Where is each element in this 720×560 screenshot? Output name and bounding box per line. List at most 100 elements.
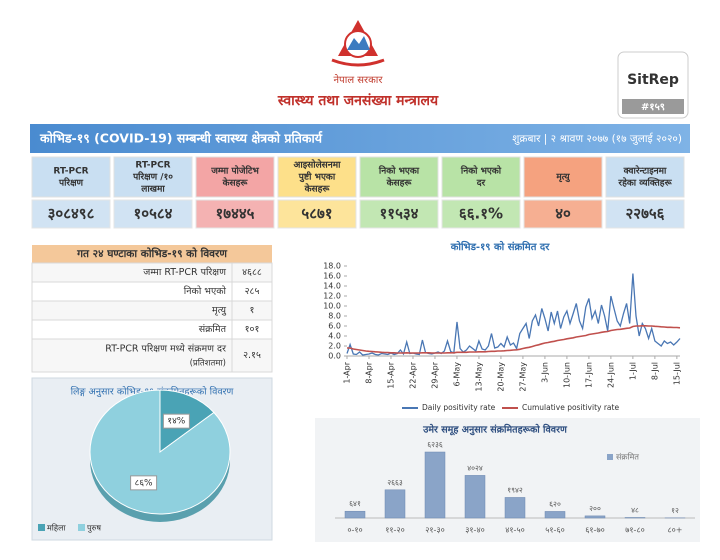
stat-label: क्वारेन्टाइनमा [623,165,667,177]
y-tick-label: 0.0 [328,352,341,361]
stat-label: RT-PCR [135,161,170,171]
y-tick-label: 4.0 [328,332,341,341]
y-tick-label: 2.0 [328,342,341,351]
stat-label: लाखमा [140,185,165,195]
bar-value-label: ४८ [631,505,639,514]
sitrep-label: SitRep [627,72,679,88]
legend-swatch [78,524,85,531]
x-tick-label: ४१-५० [505,526,525,535]
bar [625,517,645,518]
legend-label: Cumulative positivity rate [522,403,619,412]
bar-value-label: २०० [589,504,601,513]
x-tick-label: ७१-८० [625,526,645,535]
legend-swatch [607,454,613,460]
table-row [32,301,272,320]
table-row-value: १०१ [245,324,260,335]
x-tick-label: 10-Jun [562,362,571,388]
stat-card-header [442,157,520,197]
emblem-ribbon [332,60,384,65]
x-tick-label: 24-Jun [606,362,615,388]
stat-label: दर [476,179,486,189]
bar-value-label: ६२० [549,499,561,508]
bar-value-label: ६४१ [349,499,361,508]
stat-value: ३०८४९८ [48,205,95,223]
x-tick-label: 22-Apr [408,361,417,388]
x-tick-label: 1-Apr [343,361,352,383]
banner-title: कोभिड-१९ (COVID-19) सम्बन्धी स्वास्थ्य क… [39,131,323,146]
x-tick-label: 13-May [474,362,483,392]
legend-label: Daily positivity rate [422,403,496,412]
bar [385,490,405,518]
stat-value: ४० [555,205,571,223]
stat-value: १०५८४ [133,205,172,223]
stat-label: RT-PCR [53,167,88,177]
legend-label: पुरुष [87,524,101,534]
legend-label: महिला [47,523,67,533]
x-tick-label: ८०+ [667,526,682,535]
banner-date: शुक्रबार | २ श्रावण २०७७ (१७ जुलाई २०२०) [512,132,682,145]
y-tick-label: 16.0 [323,272,341,281]
table-row [32,282,272,301]
x-tick-label: 27-May [518,362,527,392]
sitrep-number: #१५९ [641,102,665,113]
table-row-label: निको भएको [184,285,227,297]
x-tick-label: 15-Jul [672,362,681,385]
bar [345,511,365,518]
bar [425,452,445,518]
stat-label: आइसोलेसनमा [294,159,342,171]
legend-label: संक्रमित [616,452,639,462]
stat-label: रहेका व्यक्तिहरू [617,177,672,189]
x-tick-label: ३१-४० [465,526,485,535]
pie-label: ८६% [135,478,153,488]
bar-chart-title: उमेर समूह अनुसार संक्रमितहरूको विवरण [422,424,568,436]
bar [505,497,525,518]
stat-card-header [32,157,110,197]
bar-value-label: ४०२४ [467,463,483,472]
x-tick-label: 3-Jun [540,362,549,383]
line-series [347,326,680,353]
x-tick-label: 29-Apr [430,361,439,388]
x-tick-label: 15-Apr [386,361,395,388]
emblem [332,20,384,65]
bar [465,475,485,518]
bar-value-label: १२ [671,506,679,515]
table-row-value: १ [250,305,255,316]
table-row-label: मृत्यु [212,305,227,316]
stat-label: जम्मा पोजेटिभ [210,165,259,177]
y-tick-label: 6.0 [328,322,341,331]
line-series [347,274,680,356]
stat-value: २२७५६ [625,205,664,223]
x-tick-label: 8-Apr [364,361,373,383]
legend-swatch [38,524,45,531]
stat-value: १७४४५ [215,205,254,223]
x-tick-label: 1-Jul [628,362,637,380]
x-tick-label: 6-May [452,362,461,387]
x-tick-label: २१-३० [425,526,445,535]
y-tick-label: 12.0 [323,292,341,301]
stat-value: ११५३४ [379,205,418,223]
y-tick-label: 18.0 [323,262,341,271]
stat-label: परिक्षण [58,177,84,189]
pie-label: १४% [167,417,185,427]
table-row-label: संक्रमित [199,323,227,335]
stat-card-header [196,157,274,197]
stat-value: ६६.१% [459,205,503,223]
stat-label: केसहरू [304,183,331,195]
stat-label: केसहरू [386,177,413,189]
table-title: गत २४ घण्टाका कोभिड-१९ को विवरण [76,247,227,260]
line-chart-title: कोभिड-१९ को संक्रमित दर [450,240,551,253]
table-row-value: ४६८८ [242,267,262,278]
table-row-label: जम्मा RT-PCR परिक्षण [143,266,226,278]
x-tick-label: 17-Jun [584,362,593,388]
bar-value-label: १९४२ [507,485,523,494]
table-row-label: RT-PCR परिक्षण मध्ये संक्रमण दर [105,343,227,355]
table-row-label: (प्रतिशतमा) [190,358,226,369]
bar-value-label: २६६३ [387,478,403,487]
bar-value-label: ६२३६ [427,440,443,449]
x-tick-label: ५१-६० [545,526,565,535]
table-row-value: २८५ [245,286,260,297]
stat-label: निको भएको [460,165,502,177]
stat-label: निको भएका [378,165,420,177]
